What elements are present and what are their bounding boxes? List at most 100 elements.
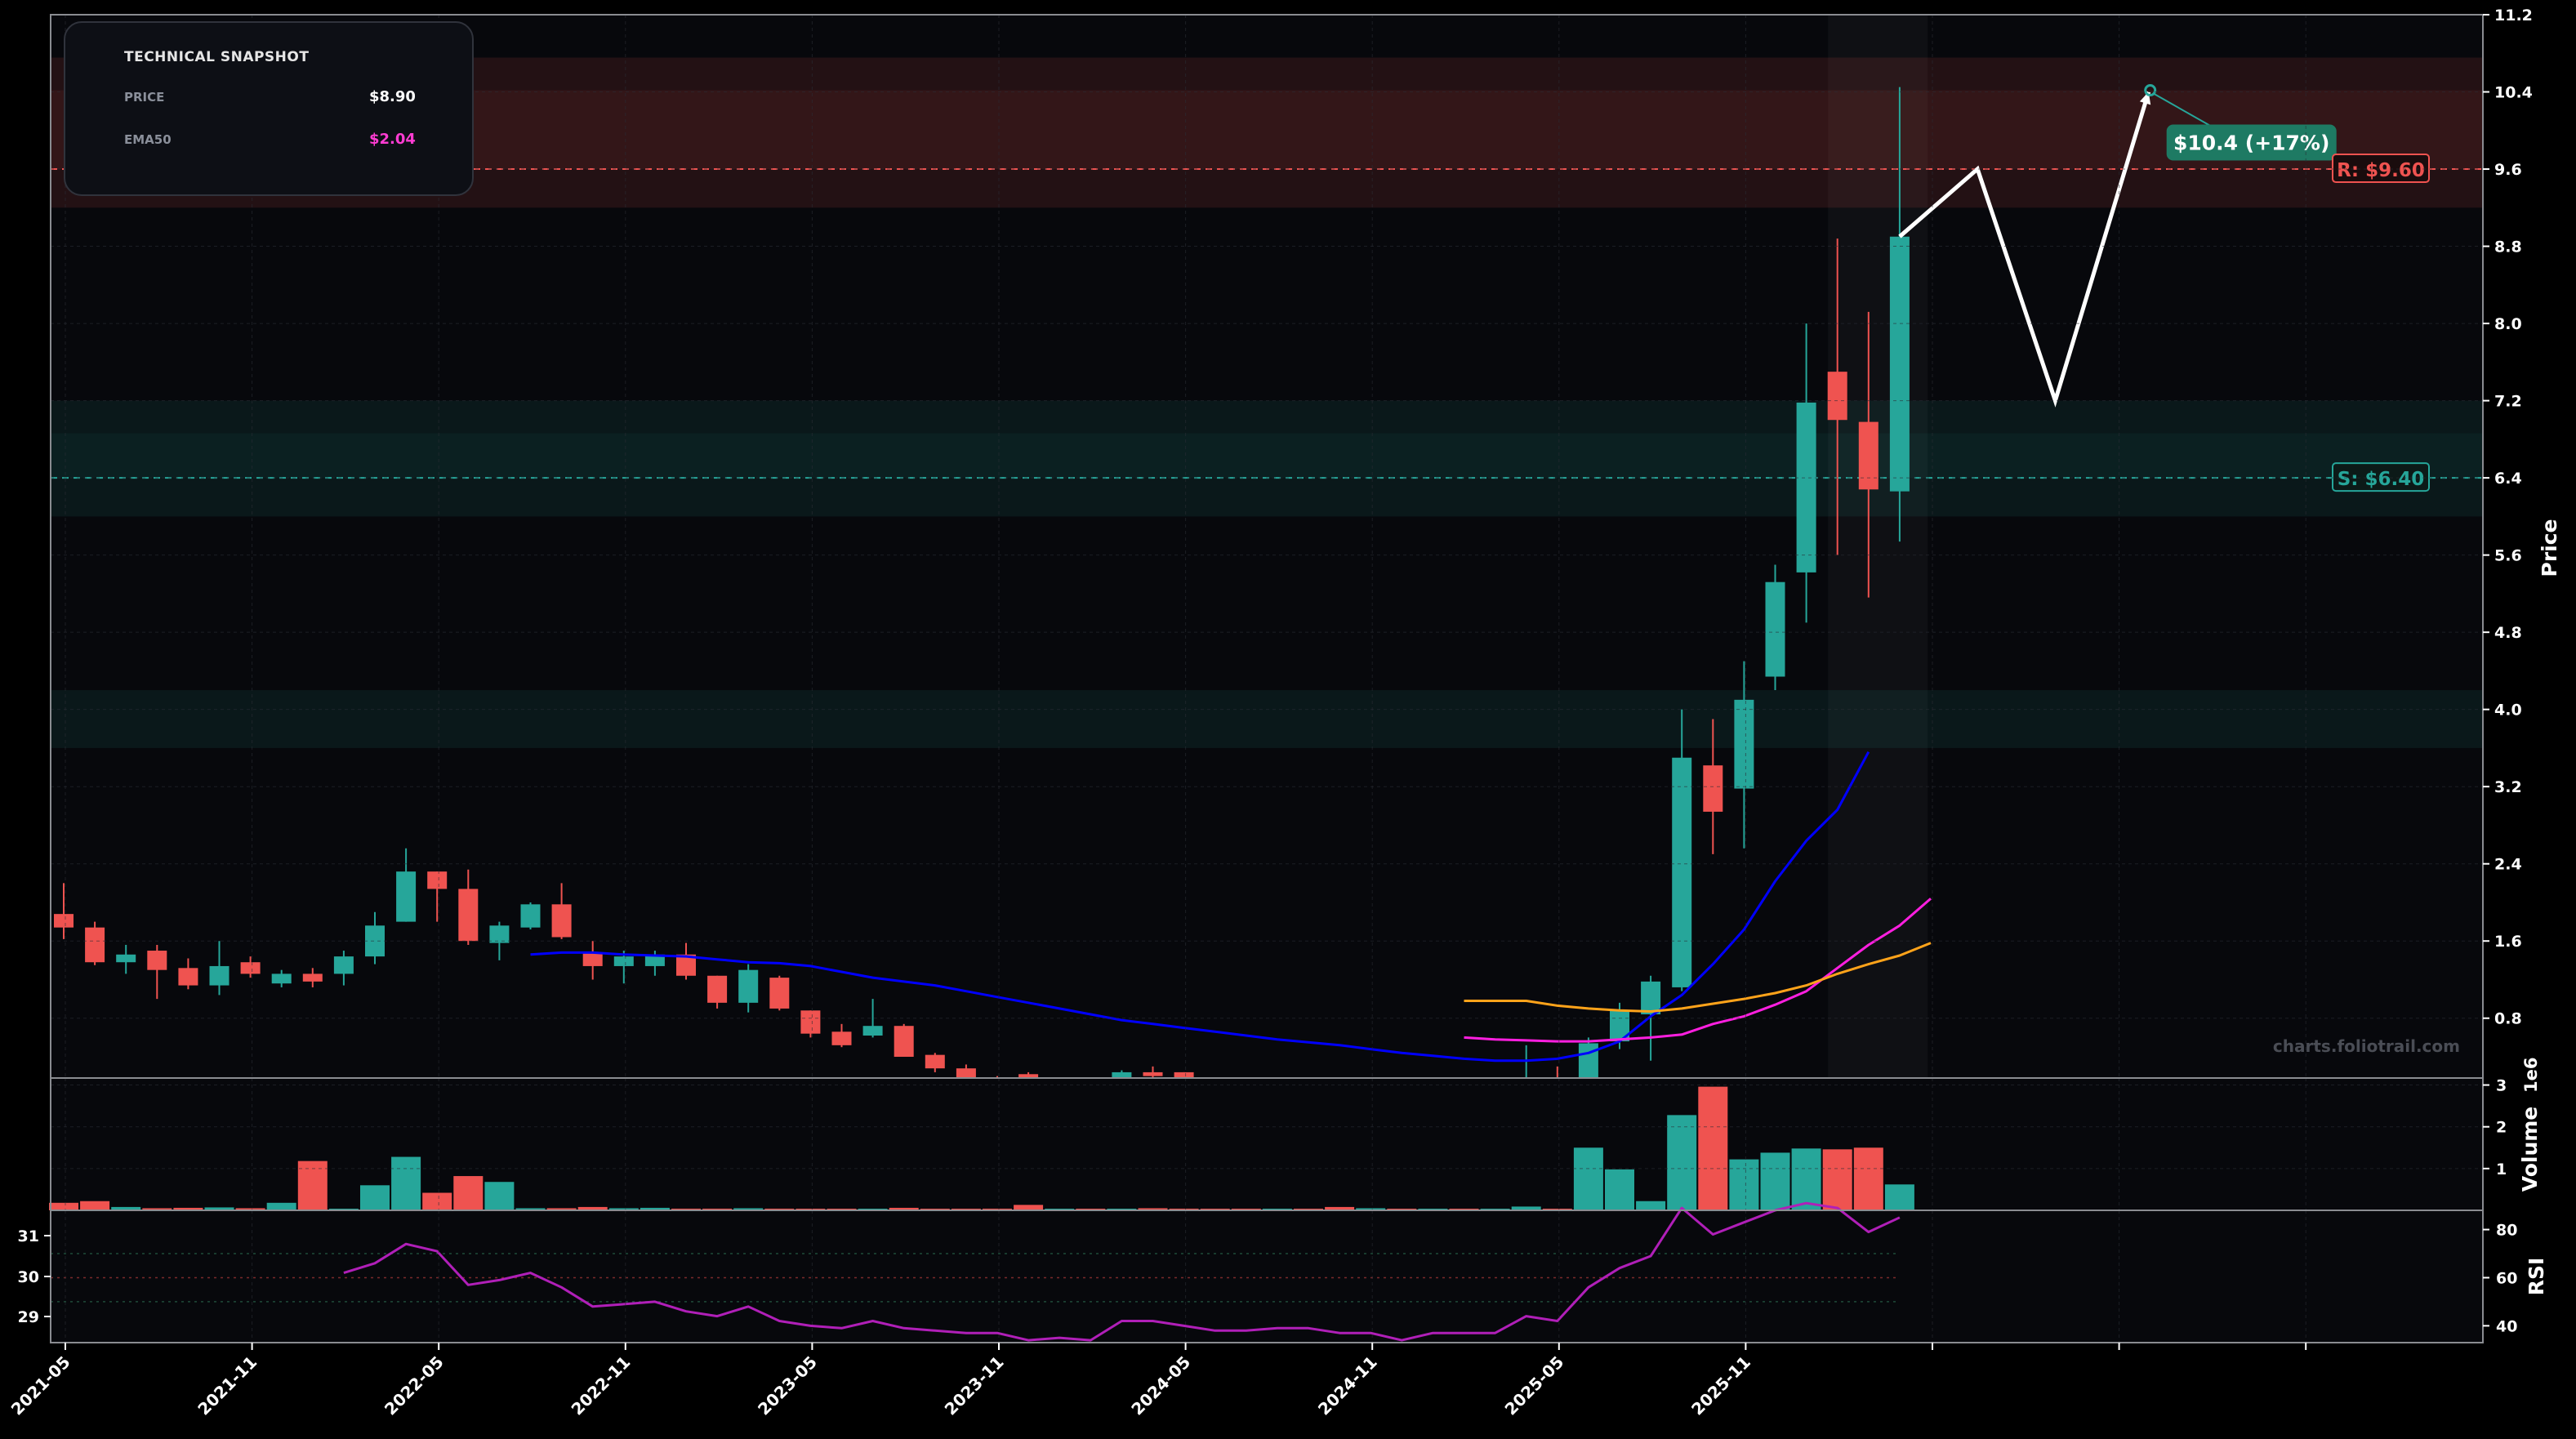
candle — [1703, 719, 1723, 854]
candle-body — [551, 904, 572, 938]
price-tick-label: 8.0 — [2494, 315, 2522, 333]
candle-body — [956, 1068, 976, 1078]
rsi-tick-label: 80 — [2496, 1222, 2517, 1240]
support-zone — [51, 400, 2483, 517]
volume-bar — [1573, 1147, 1603, 1210]
candle — [1796, 323, 1816, 623]
volume-bar — [1014, 1205, 1044, 1210]
volume-bar — [1791, 1148, 1821, 1210]
resistance-label-box — [2332, 154, 2430, 184]
snapshot-title: TECHNICAL SNAPSHOT — [124, 49, 310, 65]
price-tick-label: 3.2 — [2494, 778, 2522, 796]
resistance-label: R: $9.60 — [2337, 160, 2425, 181]
volume-bar — [204, 1207, 234, 1210]
candle — [1765, 564, 1785, 691]
volume-bar — [640, 1207, 670, 1210]
ema-mid-line — [1464, 898, 1932, 1043]
volume-bar — [1138, 1208, 1168, 1210]
rsi-left-tick-label: 29 — [18, 1308, 39, 1326]
volume-bar — [391, 1156, 421, 1210]
price-tick-label: 4.0 — [2494, 702, 2522, 720]
candle — [271, 969, 292, 987]
price-tick-label: 4.8 — [2494, 624, 2522, 642]
candle-body — [862, 1026, 883, 1036]
support-zone-inner — [51, 433, 2483, 479]
candle-body — [707, 975, 728, 1003]
volume-bar — [1636, 1201, 1666, 1210]
volume-bar — [515, 1208, 546, 1210]
volume-bar — [1169, 1208, 1199, 1210]
candle — [800, 1010, 821, 1038]
candle-body — [831, 1031, 852, 1045]
snapshot-ema50-label: EMA50 — [124, 132, 172, 147]
candle-body — [925, 1054, 945, 1069]
rsi-tick-label: 60 — [2496, 1269, 2517, 1287]
candle-body — [520, 904, 541, 928]
price-tick-label: 7.2 — [2494, 393, 2522, 411]
candle-body — [1827, 372, 1847, 421]
volume-bar — [1760, 1152, 1790, 1210]
candle — [551, 883, 572, 939]
volume-tick-label: 3 — [2496, 1077, 2507, 1095]
candle — [147, 944, 167, 1000]
candle-body — [489, 925, 510, 943]
volume-tick-label: 1 — [2496, 1161, 2507, 1178]
candle — [54, 883, 74, 939]
lower-support-zone — [51, 690, 2483, 748]
volume-bar — [173, 1207, 203, 1210]
candle-body — [271, 973, 292, 984]
rsi-line — [343, 1201, 1901, 1342]
candle — [613, 951, 634, 984]
volume-bar — [577, 1206, 608, 1210]
volume-bar — [1884, 1184, 1914, 1210]
volume-panel — [49, 1078, 2483, 1210]
rsi-tick-label: 40 — [2496, 1317, 2517, 1335]
volume-bar — [889, 1207, 919, 1210]
candle — [240, 956, 261, 978]
candle-body — [1672, 757, 1692, 987]
price-tick-label: 6.4 — [2494, 470, 2522, 488]
projection-label-leader — [2153, 92, 2215, 129]
price-tick-label: 11.2 — [2494, 7, 2533, 25]
candle — [707, 975, 728, 1009]
candle-body — [209, 965, 230, 986]
candle — [209, 941, 230, 996]
candle-body — [1796, 402, 1816, 572]
volume-bar — [702, 1208, 733, 1210]
candle — [862, 999, 883, 1038]
volume-bar — [1853, 1147, 1883, 1210]
projection-target-label: $10.4 (+17%) — [2173, 131, 2329, 155]
candle-body — [769, 978, 790, 1009]
candle-body — [1641, 981, 1661, 1015]
candle — [925, 1053, 945, 1072]
volume-bar — [983, 1208, 1012, 1210]
technical-snapshot-panel: TECHNICAL SNAPSHOT PRICE $8.90 EMA50 $2.… — [64, 21, 474, 196]
candle — [1641, 975, 1661, 1061]
candle-body — [396, 871, 417, 922]
candle-body — [240, 962, 261, 974]
candle — [1889, 87, 1910, 542]
volume-exponent-label: 1e6 — [2521, 1058, 2541, 1093]
candle — [831, 1023, 852, 1048]
volume-bar — [1356, 1208, 1386, 1210]
candle-body — [800, 1010, 821, 1034]
candle — [396, 848, 417, 922]
candle — [956, 1064, 976, 1078]
price-tick-label: 10.4 — [2494, 84, 2533, 102]
candle-body — [613, 956, 634, 966]
candle-body — [116, 954, 136, 963]
candle-body — [147, 951, 167, 970]
rsi-axis-label: RSI — [2525, 1258, 2548, 1296]
price-tick-label: 5.6 — [2494, 547, 2522, 565]
volume-bar — [733, 1208, 764, 1210]
volume-bar — [546, 1208, 577, 1210]
candle — [85, 921, 105, 965]
watermark: charts.foliotrail.com — [2273, 1036, 2460, 1056]
volume-bar — [1729, 1159, 1759, 1210]
price-tick-label: 1.6 — [2494, 933, 2522, 951]
candle-body — [54, 914, 74, 928]
volume-bar — [671, 1208, 701, 1210]
candle — [302, 968, 323, 987]
volume-bar — [764, 1208, 795, 1210]
price-tick-label: 9.6 — [2494, 161, 2522, 179]
